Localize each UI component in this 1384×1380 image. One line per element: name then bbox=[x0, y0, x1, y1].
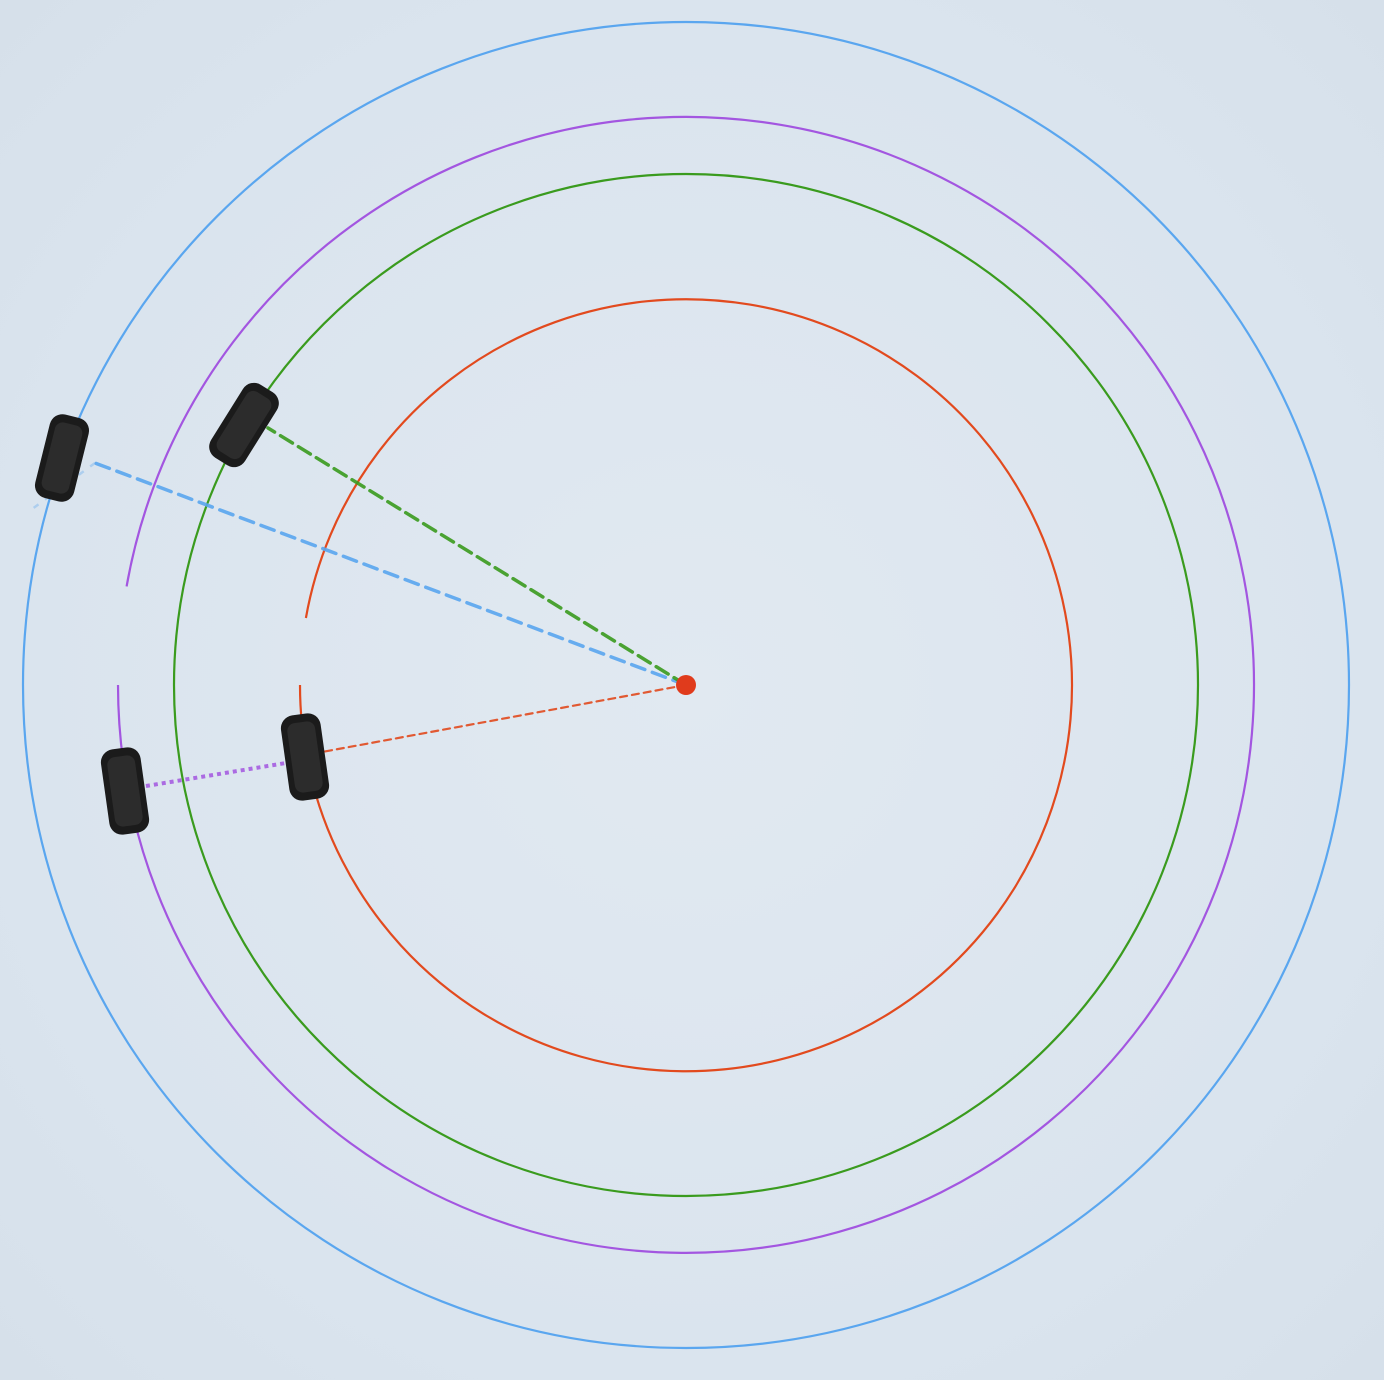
outer-rear-wheel-tread bbox=[41, 422, 83, 494]
outer-front-wheel bbox=[209, 382, 279, 468]
inner-front-radius-line bbox=[320, 683, 688, 754]
red-path-arc bbox=[298, 298, 1074, 1073]
inner-rear-wheel-tread bbox=[107, 755, 143, 827]
outer-rear-radius-line bbox=[93, 461, 688, 687]
outer-rear-wheel bbox=[34, 414, 90, 502]
outer-front-wheel-tread bbox=[216, 390, 272, 460]
inner-rear-wheel bbox=[100, 747, 150, 835]
purple-path-arc bbox=[116, 115, 1256, 1254]
inner-front-wheel bbox=[280, 713, 330, 801]
outer-front-radius-line bbox=[266, 426, 688, 687]
pivot-point bbox=[676, 675, 696, 695]
green-path-circle bbox=[172, 172, 1200, 1198]
inner-front-wheel-tread bbox=[287, 721, 323, 793]
blue-path-circle bbox=[21, 20, 1351, 1350]
inner-rear-radius-line bbox=[139, 760, 293, 789]
